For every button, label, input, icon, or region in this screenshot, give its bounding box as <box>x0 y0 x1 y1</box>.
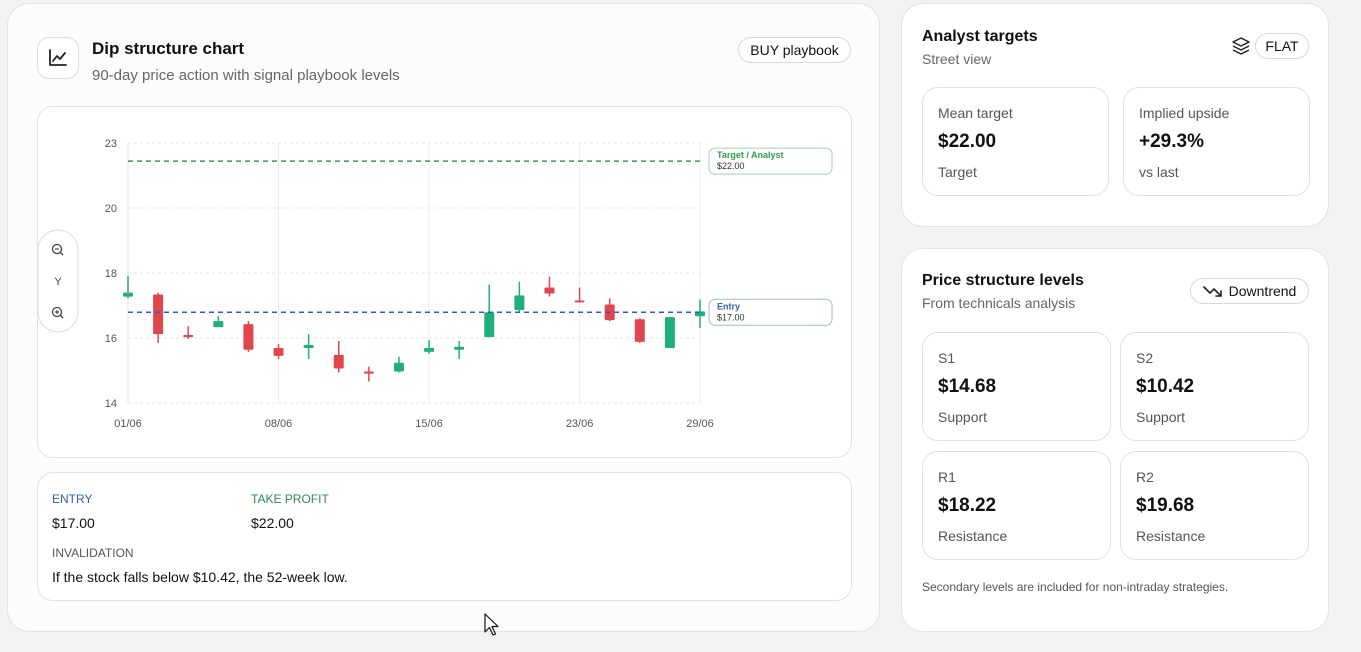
candle-body <box>183 334 194 338</box>
candle-body <box>213 321 224 328</box>
chart-icon <box>37 37 79 79</box>
stat-label: S1 <box>938 350 956 366</box>
stat-card: R2 $19.68 Resistance <box>1120 451 1309 560</box>
playbook-badge[interactable]: BUY playbook <box>738 37 851 63</box>
stat-note: Support <box>938 409 988 425</box>
reference-name: Entry <box>717 301 740 311</box>
zoom-out[interactable] <box>51 243 64 256</box>
candle-body <box>664 317 675 348</box>
stat-card: R1 $18.22 Resistance <box>922 451 1111 560</box>
reference-name: Target / Analyst <box>717 150 784 160</box>
badge-text: FLAT <box>1265 38 1299 54</box>
stat-note: vs last <box>1139 164 1179 180</box>
invalidation-label: INVALIDATION <box>52 546 134 560</box>
stat-value: $18.22 <box>938 495 997 516</box>
candle-body <box>153 294 164 335</box>
levels-footnote: Secondary levels are included for non-in… <box>922 580 1229 594</box>
stat-note: Resistance <box>1136 528 1206 544</box>
reference-label-box <box>708 298 833 326</box>
analyst-card: Analyst targets Street view FLAT Mean ta… <box>901 3 1329 227</box>
stat-card: Implied upside +29.3% vs last <box>1123 87 1310 196</box>
mouse-cursor <box>484 613 499 636</box>
axis-toggle[interactable]: Y <box>54 276 62 288</box>
chart-card: Dip structure chart 90-day price action … <box>7 3 880 632</box>
badge-text: Downtrend <box>1228 283 1297 299</box>
stat-card: S1 $14.68 Support <box>922 332 1111 441</box>
candle-body <box>273 347 284 356</box>
candle-body <box>393 362 404 372</box>
levels-title: Price structure levels <box>922 272 1084 289</box>
stat-label: Mean target <box>938 105 1013 121</box>
stat-card: Mean target $22.00 Target <box>922 87 1109 196</box>
candle-body <box>123 292 133 297</box>
candle-body <box>634 319 645 342</box>
candle-body <box>454 346 465 350</box>
trend-icon <box>1202 286 1222 297</box>
y-tick-label: 16 <box>105 333 117 345</box>
levels-card: Price structure levels From technicals a… <box>901 248 1329 632</box>
candle-body <box>363 371 374 374</box>
candle-body <box>333 354 344 369</box>
tp-value: $22.00 <box>251 515 294 531</box>
stat-label: S2 <box>1136 350 1154 366</box>
invalidation-text: If the stock falls below $10.42, the 52-… <box>52 569 348 585</box>
x-tick-label: 29/06 <box>686 418 714 430</box>
candle-body <box>303 344 314 348</box>
entry-label: ENTRY <box>52 492 93 506</box>
candle-body <box>514 295 525 311</box>
candle-body <box>544 287 555 294</box>
stat-value: $10.42 <box>1136 376 1195 397</box>
reference-value: $22.00 <box>717 161 745 171</box>
stat-label: Implied upside <box>1139 105 1230 121</box>
chart-subtitle: 90-day price action with signal playbook… <box>92 67 400 84</box>
layers-icon <box>1232 37 1250 55</box>
y-tick-label: 20 <box>105 203 117 215</box>
analyst-subtitle: Street view <box>922 51 992 67</box>
zoom-controls: Y <box>37 229 79 333</box>
stat-value: $14.68 <box>938 376 997 397</box>
y-tick-label: 14 <box>105 398 117 410</box>
zoom-in[interactable] <box>51 306 64 319</box>
stat-value: +29.3% <box>1139 131 1204 152</box>
candle-body <box>484 312 495 338</box>
tp-label: TAKE PROFIT <box>251 492 329 506</box>
entry-value: $17.00 <box>52 515 95 531</box>
x-tick-label: 23/06 <box>566 418 594 430</box>
stat-value: $22.00 <box>938 131 997 152</box>
analyst-title: Analyst targets <box>922 28 1038 45</box>
stat-label: R1 <box>938 469 956 485</box>
candlestick-chart: Y 14 16 18 20 23 01/06 08/06 15/06 23/06 29/06 Tar… <box>37 138 833 430</box>
y-tick-label: 18 <box>105 268 117 280</box>
zoom-pill <box>37 229 79 333</box>
stat-label: R2 <box>1136 469 1154 485</box>
reference-value: $17.00 <box>717 312 745 322</box>
x-tick-label: 15/06 <box>415 418 443 430</box>
chart-title: Dip structure chart <box>92 39 245 58</box>
candle-body <box>424 347 435 352</box>
stat-note: Support <box>1136 409 1186 425</box>
analyst-badge[interactable]: FLAT <box>1255 33 1309 59</box>
x-tick-label: 08/06 <box>265 418 293 430</box>
playbook-panel: ENTRY $17.00 TAKE PROFIT $22.00 INVALIDA… <box>37 472 852 601</box>
candle-body <box>243 324 254 350</box>
badge-text: BUY playbook <box>750 42 839 58</box>
stat-note: Resistance <box>938 528 1008 544</box>
levels-subtitle: From technicals analysis <box>922 295 1076 311</box>
x-tick-label: 01/06 <box>114 418 142 430</box>
stat-value: $19.68 <box>1136 495 1195 516</box>
y-tick-label: 23 <box>105 138 117 150</box>
stat-note: Target <box>938 164 977 180</box>
trend-badge[interactable]: Downtrend <box>1190 278 1309 304</box>
candle-body <box>574 300 585 303</box>
reference-label-box <box>708 147 833 175</box>
stat-card: S2 $10.42 Support <box>1120 332 1309 441</box>
